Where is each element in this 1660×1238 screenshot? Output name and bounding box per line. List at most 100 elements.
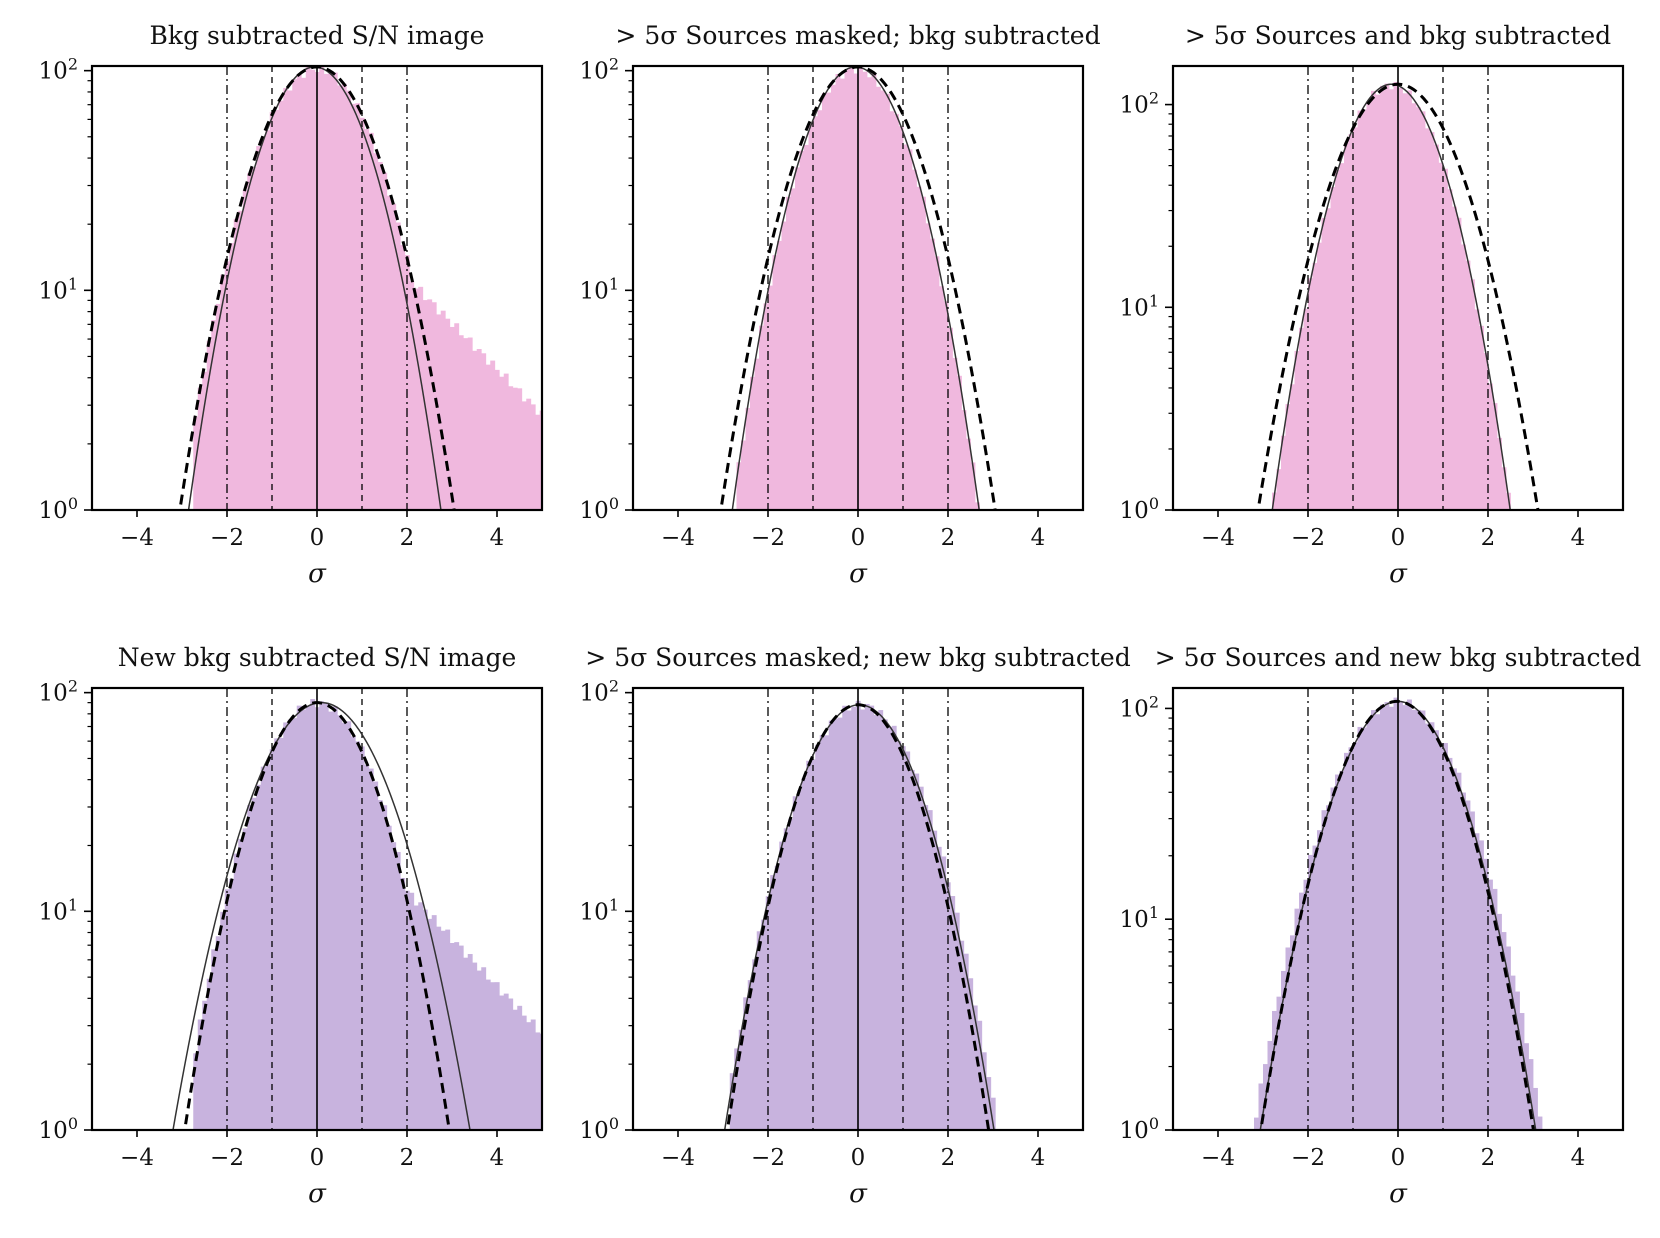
histogram-bar <box>238 839 244 1130</box>
histogram-bar <box>885 93 890 510</box>
histogram-bar <box>512 1009 518 1130</box>
histogram-bar <box>530 1019 536 1130</box>
histogram-bar <box>1501 467 1507 510</box>
histogram-bar <box>530 404 536 510</box>
histogram-bar <box>777 240 782 510</box>
histogram-bar <box>400 877 406 1130</box>
histogram-bar <box>449 326 455 510</box>
histogram-bar <box>472 962 478 1130</box>
histogram-bar <box>903 144 908 510</box>
x-tick-label: 0 <box>310 1145 325 1171</box>
histogram-bar <box>202 371 208 510</box>
histogram-bar <box>1353 742 1358 1130</box>
histogram-bar <box>887 727 893 1130</box>
histogram-bar <box>788 818 794 1130</box>
histogram-bar <box>391 842 397 1130</box>
histogram-bar <box>278 737 284 1130</box>
histogram-bar <box>337 85 343 510</box>
histogram-bar <box>323 73 329 510</box>
histogram-bar <box>355 741 361 1130</box>
histogram-bar <box>1438 162 1444 510</box>
histogram-bar <box>458 945 464 1130</box>
histogram-bar <box>292 79 298 510</box>
histogram-bar <box>224 889 230 1130</box>
histogram-bar <box>1362 109 1367 510</box>
histogram-bar <box>898 126 904 510</box>
histogram-bar <box>882 719 888 1130</box>
histogram-bar <box>1303 879 1309 1130</box>
histogram-bar <box>1465 260 1471 510</box>
histogram-bar <box>215 936 221 1130</box>
histogram-bar <box>197 387 203 510</box>
histogram-bar <box>1407 699 1412 1130</box>
histogram-bar <box>804 144 809 510</box>
histogram-bar <box>521 401 527 510</box>
x-tick-label: −2 <box>210 525 244 551</box>
histogram-bar <box>1402 705 1408 1130</box>
histogram-bar <box>747 980 753 1130</box>
histogram-bar <box>463 338 469 510</box>
histogram-bar <box>1470 811 1475 1130</box>
histogram-bar <box>1366 719 1372 1130</box>
histogram-bar <box>301 77 307 510</box>
gaussian-fit-dashed <box>1256 82 1540 510</box>
histogram-bar <box>247 173 253 510</box>
histogram-bar <box>373 153 379 510</box>
histogram-bar <box>1389 89 1394 510</box>
histogram-bar <box>427 918 433 1130</box>
histogram-bar <box>215 303 221 510</box>
histogram-bar <box>1272 1010 1277 1130</box>
histogram-bar <box>1375 714 1381 1130</box>
histogram-bar <box>975 502 980 510</box>
histogram-bar <box>1285 947 1291 1130</box>
histogram-bar <box>1290 384 1295 510</box>
histogram-bar <box>377 162 383 510</box>
histogram-bar <box>283 87 289 510</box>
histogram-bar <box>918 786 924 1130</box>
histogram-bar <box>341 83 347 510</box>
histogram-bar <box>957 375 962 510</box>
x-tick-label: 4 <box>1571 525 1586 551</box>
histogram-bar <box>790 188 796 510</box>
histogram-bar <box>817 110 823 510</box>
gaussian-fit-thin <box>1271 83 1511 510</box>
y-tick-label: 101 <box>1120 903 1159 933</box>
histogram-bar <box>1344 142 1349 510</box>
histogram-bar <box>1348 134 1354 510</box>
histogram-bar <box>1294 350 1300 510</box>
histogram-bars <box>1254 697 1543 1130</box>
histogram-bar <box>1443 168 1448 510</box>
histogram-bar <box>512 387 518 510</box>
panel-2: > 5σ Sources masked; bkg subtracted −4 −2 0… <box>580 21 1101 589</box>
histogram-bar <box>364 764 370 1130</box>
histogram-bar <box>404 255 410 510</box>
histogram-bar <box>346 90 352 510</box>
histogram-bar <box>229 243 235 510</box>
y-tick-label: 101 <box>39 895 78 925</box>
histogram-bar <box>934 256 940 510</box>
histogram-bar <box>206 340 212 510</box>
histogram-bar <box>1326 805 1331 1130</box>
histogram-bar <box>319 66 325 510</box>
histogram-bar <box>431 302 437 510</box>
histogram-bars <box>193 66 542 510</box>
histogram-bar <box>211 949 217 1130</box>
histogram-bar <box>445 929 451 1130</box>
x-tick-label: 2 <box>400 1145 415 1171</box>
x-tick-label: −2 <box>1291 1145 1325 1171</box>
histogram-bar <box>287 719 293 1130</box>
histogram-bar <box>1371 90 1376 510</box>
panel-6: > 5σ Sources and new bkg subtracted −4 −2 0… <box>1120 643 1642 1209</box>
histogram-bar <box>801 777 807 1130</box>
histogram-bars <box>729 700 996 1130</box>
histogram-bar <box>923 805 929 1130</box>
histogram-bar <box>833 718 839 1130</box>
histogram-bar <box>332 72 338 510</box>
histogram-bar <box>508 998 514 1130</box>
histogram-bar <box>1443 742 1448 1130</box>
histogram-bar <box>867 77 872 510</box>
histogram-bar <box>736 462 742 510</box>
histogram-bar <box>941 856 947 1130</box>
x-tick-label: 0 <box>1391 525 1406 551</box>
histogram-bar <box>741 440 746 510</box>
